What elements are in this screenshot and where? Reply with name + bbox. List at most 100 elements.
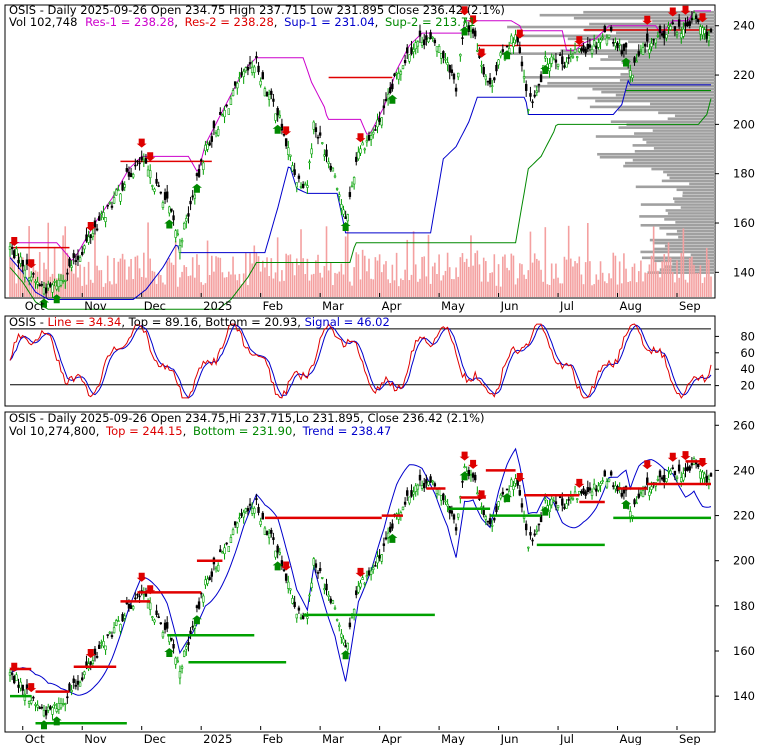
candle-body (15, 248, 18, 256)
candle-body (53, 704, 56, 706)
candle-body (380, 554, 383, 562)
volume-bar (81, 285, 84, 297)
volume-profile-bar (652, 129, 715, 132)
candle-body (491, 85, 494, 87)
candle-body (85, 234, 88, 242)
candle-body (650, 486, 653, 490)
volume-profile-bar (674, 200, 715, 203)
volume-profile-bar (618, 126, 715, 129)
price-title: OSIS - Daily 2025-09-26 Open 234.75 High… (9, 3, 505, 17)
volume-bar (361, 249, 364, 297)
candle-body (671, 467, 674, 470)
candle-body (395, 72, 398, 75)
candle-body (119, 193, 122, 202)
candle-body (635, 502, 638, 505)
candle-body (440, 52, 443, 59)
candle-body (210, 136, 214, 142)
candle-body (321, 577, 324, 579)
candle-body (518, 47, 522, 54)
candle-body (110, 205, 114, 208)
candle-body (321, 142, 324, 144)
volume-bar (623, 253, 625, 297)
buy-arrow (272, 124, 283, 134)
volume-bar (45, 269, 47, 297)
volume-bar (550, 263, 553, 297)
candle-body (168, 206, 171, 214)
candle-body (484, 516, 488, 520)
price-legend: Vol 102,748 Res-1 = 238.28, Res-2 = 238.… (9, 15, 476, 29)
candle-body (452, 514, 456, 520)
volume-bar (189, 275, 192, 297)
candle-body (144, 157, 148, 164)
volume-bar (257, 256, 260, 297)
candle-body (117, 620, 120, 622)
sell-arrow (642, 460, 653, 470)
candle-body (552, 58, 556, 61)
candle-body (81, 251, 84, 255)
volume-profile-bar (617, 108, 715, 112)
volume-profile-bar (628, 40, 715, 44)
candle-body (248, 62, 252, 65)
volume-bar (83, 266, 86, 297)
volume-bar (495, 285, 498, 297)
volume-bar (654, 262, 657, 297)
candle-body (582, 45, 585, 52)
volume-bar (32, 259, 35, 297)
candle-body (202, 162, 205, 170)
volume-bar (177, 286, 179, 297)
buy-arrow (38, 720, 49, 730)
volume-bar (111, 284, 113, 297)
candle-body (510, 35, 513, 44)
sup1-line (9, 79, 711, 300)
candle-body (253, 507, 256, 514)
candle-body (480, 506, 483, 508)
volume-bar (283, 280, 285, 297)
volume-bar (438, 254, 440, 297)
volume-bar (538, 260, 540, 297)
sell-arrow (680, 451, 691, 461)
candle-body (563, 506, 566, 509)
candle-body (429, 476, 432, 483)
candle-body (117, 189, 120, 192)
candle-body (408, 54, 411, 62)
candle-body (524, 84, 528, 91)
buy-arrow (340, 221, 351, 231)
y-tick-label: 140 (733, 689, 755, 703)
sell-arrow (468, 15, 479, 25)
candle-body (705, 475, 708, 483)
x-tick-label: 2025 (203, 299, 232, 313)
candle-body (219, 112, 222, 115)
candle-body (174, 657, 177, 665)
volume-bar (359, 279, 362, 297)
candle-body (425, 35, 428, 40)
volume-bar (119, 258, 122, 297)
volume-bar (544, 227, 547, 297)
candle-body (586, 44, 589, 50)
candle-body (524, 523, 528, 531)
volume-bar (317, 254, 319, 297)
candle-body (474, 474, 477, 481)
x-tick-label: Dec (144, 299, 166, 313)
trend-lines (9, 447, 712, 696)
candle-body (620, 50, 623, 55)
candle-body (461, 481, 464, 483)
candle-body (316, 136, 320, 139)
candle-body (595, 488, 598, 492)
volume-bar (499, 286, 502, 297)
candle-body (612, 485, 615, 487)
candle-body (622, 44, 626, 51)
candle-body (297, 175, 301, 179)
candle-body (32, 273, 35, 275)
candle-body (612, 42, 615, 44)
candle-body (112, 197, 116, 204)
volume-bar (168, 258, 171, 297)
volume-bar (572, 266, 574, 297)
volume-bar (344, 236, 347, 297)
trend-legend-volume: Vol 10,274,800 (9, 424, 96, 438)
x-tick-label: Mar (322, 732, 344, 745)
volume-bar (678, 277, 680, 297)
candle-body (629, 511, 632, 518)
candle-body (635, 60, 638, 63)
volume-profile-bar (634, 132, 715, 135)
